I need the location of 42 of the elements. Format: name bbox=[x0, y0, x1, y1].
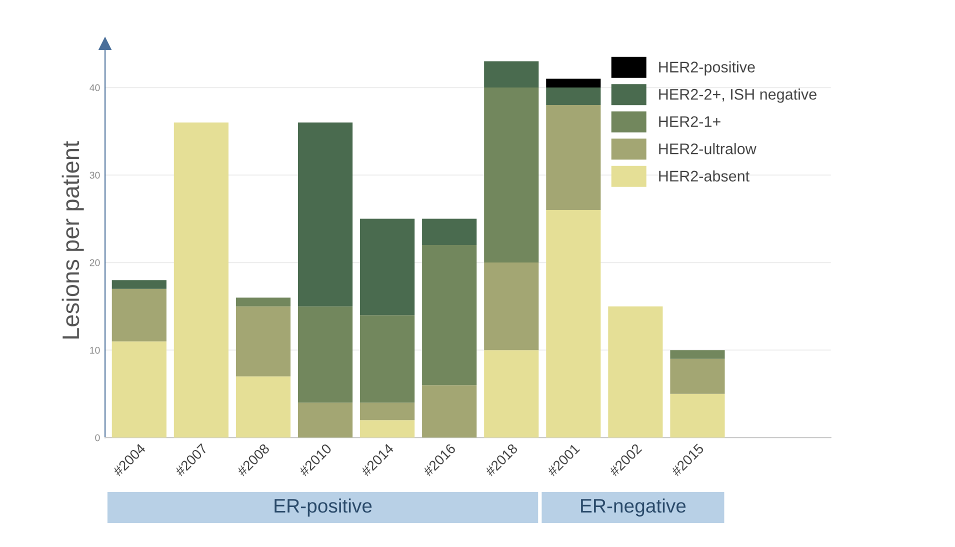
bar bbox=[236, 376, 291, 438]
bar bbox=[670, 358, 725, 394]
y-axis-title: Lesions per patient bbox=[62, 141, 84, 338]
bar bbox=[236, 306, 291, 376]
bar bbox=[112, 288, 166, 342]
bar bbox=[174, 122, 228, 438]
bar bbox=[422, 385, 477, 438]
legend-label: HER2-absent bbox=[659, 170, 750, 182]
text: ER-negative bbox=[581, 498, 686, 517]
bar bbox=[298, 402, 353, 438]
bar bbox=[484, 262, 539, 350]
bar bbox=[112, 341, 166, 438]
bar bbox=[360, 402, 415, 420]
bar bbox=[608, 306, 663, 438]
bar bbox=[546, 210, 601, 438]
bar bbox=[670, 350, 725, 359]
bar bbox=[484, 61, 539, 88]
bar bbox=[298, 122, 353, 306]
text: ER-positive bbox=[274, 498, 372, 517]
bar bbox=[360, 218, 415, 316]
bar bbox=[670, 394, 725, 438]
bar bbox=[360, 315, 415, 403]
bar bbox=[546, 105, 601, 210]
bar bbox=[422, 218, 477, 246]
bar bbox=[236, 298, 291, 306]
bar bbox=[112, 280, 166, 289]
bar bbox=[360, 420, 415, 438]
bar bbox=[484, 350, 539, 438]
bar bbox=[546, 78, 601, 88]
legend-label: HER2-positive bbox=[659, 61, 755, 76]
legend-label: HER2-2+, ISH negative bbox=[659, 88, 816, 103]
y-tick-label: 10 bbox=[90, 346, 100, 354]
bar bbox=[546, 88, 601, 106]
bar bbox=[422, 245, 477, 386]
y-tick-label: 0 bbox=[95, 434, 100, 442]
y-tick-label: 20 bbox=[90, 259, 100, 266]
bar bbox=[484, 88, 539, 263]
y-tick-label: 40 bbox=[90, 84, 100, 92]
legend-label: HER2-1+ bbox=[659, 116, 720, 127]
y-tick-label: 30 bbox=[90, 172, 100, 179]
legend-label: HER2-ultralow bbox=[659, 143, 756, 154]
bar bbox=[298, 306, 353, 403]
